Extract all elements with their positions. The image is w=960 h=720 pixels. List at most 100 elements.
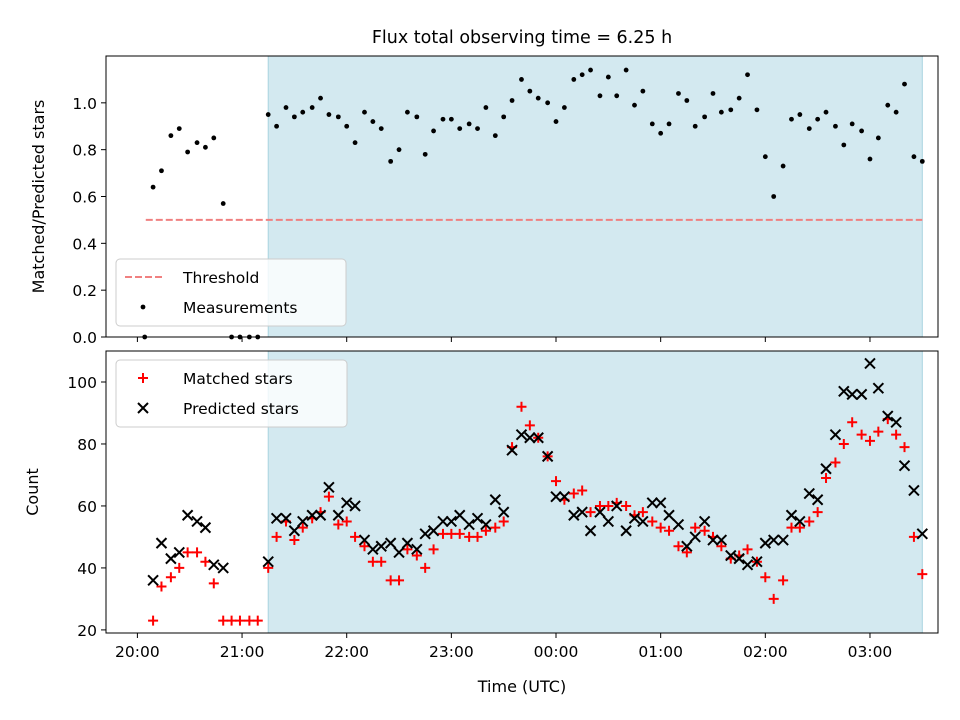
measurement-point [754,107,760,113]
measurement-point [806,126,812,131]
measurement-point [483,105,489,110]
x-tick-label: 01:00 [638,643,683,661]
measurement-point [318,95,323,101]
y-tick-label: 100 [67,374,97,392]
matched-point [289,535,300,546]
predicted-point [794,515,806,528]
predicted-point [898,459,911,472]
matched-point [681,547,692,558]
matched-point [192,547,203,558]
matched-point [664,525,675,536]
measurement-point [692,123,698,129]
predicted-point [297,515,309,528]
matched-point [891,429,902,440]
matched-point [655,522,666,533]
measurement-point [274,123,279,129]
legend: Threshold Measurements [115,258,347,327]
measurement-point [414,114,420,120]
measurement-point [185,149,191,155]
measurement-point [623,67,629,73]
predicted-point [698,515,711,528]
predicted-point [733,552,745,565]
matched-point [551,476,562,487]
measurement-point [649,121,655,127]
predicted-point [882,410,894,422]
matched-point [165,572,176,583]
measurement-point [211,135,217,141]
matched-point [472,531,483,542]
measurement-point [710,91,716,96]
measurement-point [676,91,681,96]
matched-point [226,615,237,626]
predicted-point [576,506,588,518]
predicted-point [445,515,458,528]
legend-marker [138,373,148,383]
measurement-point [422,151,428,157]
measurement-point [370,119,376,124]
x-tick-label: 21:00 [220,643,265,661]
matched-point [182,547,193,558]
matched-point [498,516,509,527]
predicted-stars-series [147,357,929,587]
measurement-point [431,128,436,134]
matched-point [716,541,727,552]
matched-point [350,531,361,542]
legend-box [115,359,348,428]
matched-point [480,525,491,536]
count-panel: 20 40 60 80 100 20:00 21:00 22:00 23:00 00:00 01:0… [23,350,939,696]
matched-point [359,541,370,552]
predicted-point [401,537,414,549]
matched-point [218,615,229,626]
predicted-point [872,382,885,394]
measurement-point [561,105,567,110]
predicted-point [689,531,701,543]
measurement-point [780,163,786,169]
predicted-point [306,509,318,521]
y-tick-label: 0.6 [72,189,97,207]
matched-point [341,516,352,527]
matched-point [760,572,771,583]
legend-label: Matched stars [183,370,293,388]
predicted-point [358,534,371,546]
predicted-point [419,528,431,540]
measurement-point [220,201,226,206]
x-tick-label: 03:00 [848,643,893,661]
predicted-point [393,546,405,559]
predicted-point [550,490,562,503]
predicted-point [454,509,466,521]
y-tick-label: 80 [77,436,97,454]
predicted-point [165,552,177,565]
measurement-point [579,72,585,78]
measurement-point [859,128,865,134]
measurement-point [736,95,742,101]
measurement-point [378,126,384,131]
predicted-point [437,515,449,528]
y-tick-label: 0.0 [72,329,97,347]
measurement-point [291,114,297,120]
matched-point [742,544,753,555]
predicted-point [323,481,335,494]
predicted-point [471,512,484,525]
matched-point [778,575,789,586]
measurement-point [309,105,315,110]
observing-span [267,55,923,338]
matched-point [621,500,632,511]
matched-point [376,556,387,567]
matched-point [838,438,849,449]
measurement-point [728,107,734,113]
predicted-point [803,487,815,500]
matched-point [524,420,535,431]
predicted-point [654,497,667,509]
measurement-point [841,142,847,148]
measurement-point [509,98,515,103]
predicted-point [489,494,502,506]
matched-point [148,615,159,626]
axes-frame [105,350,939,634]
matched-point [252,615,263,626]
measurement-point [702,114,708,120]
predicted-point [751,556,763,568]
measurement-point [168,133,174,139]
measurement-point [176,126,182,131]
matched-point [454,528,465,539]
matched-point [263,562,274,573]
